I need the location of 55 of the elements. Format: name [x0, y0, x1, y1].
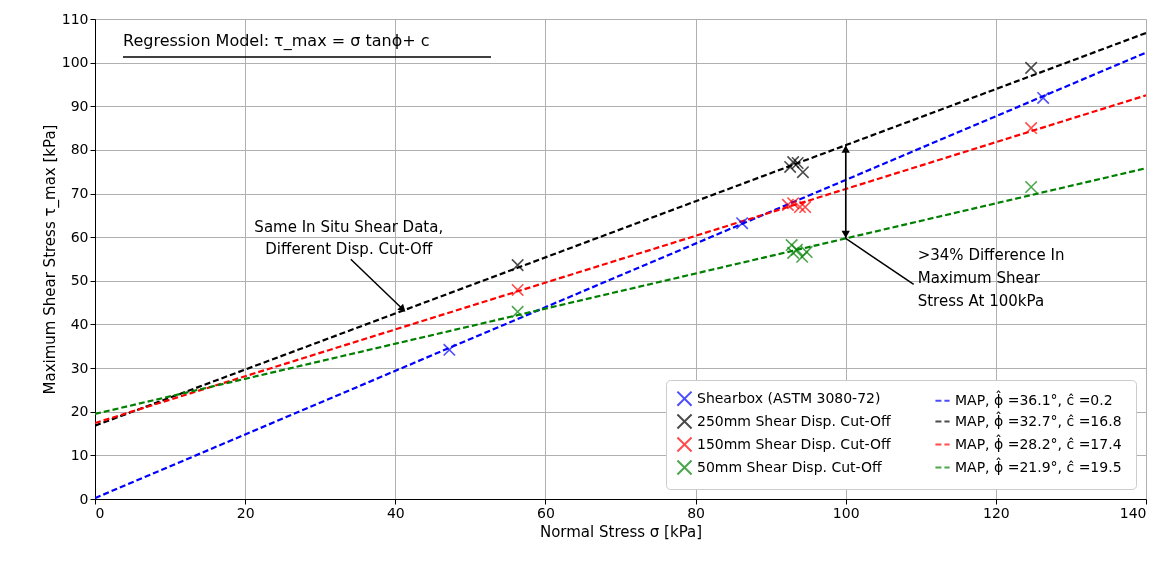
x-axis-title: Normal Stress σ [kPa] [539, 522, 703, 541]
point [798, 200, 812, 214]
x-tick-label: 100 [832, 504, 860, 521]
y-tick-label: 60 [70, 228, 89, 245]
x-tick-label: 120 [982, 504, 1010, 521]
point [511, 258, 525, 272]
legend-label: MAP, ϕ̂ =28.2°, ĉ =17.4 [955, 433, 1122, 452]
x-tick-label: 40 [386, 504, 405, 521]
y-tick-label: 40 [70, 315, 89, 332]
point [781, 198, 795, 212]
point [793, 200, 807, 214]
y-tick-label: 90 [70, 97, 89, 114]
legend-label: MAP, ϕ̂ =21.9°, ĉ =19.5 [955, 456, 1122, 475]
y-tick-label: 0 [79, 490, 89, 507]
y-tick-label: 30 [70, 359, 89, 376]
legend-label: 250mm Shear Disp. Cut-Off [697, 412, 891, 429]
x-tick-label: 0 [95, 504, 105, 521]
point [1024, 121, 1038, 135]
point [796, 165, 810, 179]
point [442, 343, 456, 357]
y-tick-label: 80 [70, 141, 89, 158]
y-tick-label: 20 [70, 403, 89, 420]
point [786, 196, 800, 210]
point [795, 250, 809, 264]
point [511, 283, 525, 297]
point [786, 246, 800, 260]
legend-label: MAP, ϕ̂ =36.1°, ĉ =0.2 [955, 390, 1113, 408]
point [800, 245, 814, 259]
point [783, 160, 797, 174]
annotation: >34% Difference In Maximum Shear Stress At 100kPa [917, 246, 1065, 311]
point [790, 243, 804, 257]
point [735, 216, 749, 230]
legend-label: MAP, ϕ̂ =32.7°, ĉ =16.8 [955, 410, 1122, 429]
x-tick-label: 80 [687, 504, 705, 521]
point [785, 238, 799, 252]
x-tick-label: 20 [236, 504, 255, 521]
point [1036, 91, 1050, 105]
point [1024, 61, 1038, 75]
x-tick-label: 60 [537, 504, 555, 521]
y-tick-label: 50 [70, 272, 89, 289]
point [511, 305, 525, 319]
point [786, 155, 800, 169]
y-axis-title: Maximum Shear Stress τ_max [kPa] [40, 124, 60, 395]
y-tick-label: 110 [61, 10, 89, 27]
text: Regression Model: τ_max = σ tanϕ+ c [123, 31, 430, 51]
annotation: Same In Situ Shear Data, Different Disp. Cut-Off [254, 218, 444, 259]
y-tick-label: 70 [70, 185, 89, 202]
legend-label: Shearbox (ASTM 3080-72) [697, 389, 881, 406]
legend-label: 50mm Shear Disp. Cut-Off [697, 458, 883, 475]
point [1024, 180, 1038, 194]
point [791, 156, 805, 170]
x-tick-label: 140 [1119, 504, 1147, 521]
legend-label: 150mm Shear Disp. Cut-Off [697, 435, 891, 452]
y-tick-label: 100 [61, 54, 89, 71]
y-tick-label: 10 [70, 446, 89, 463]
